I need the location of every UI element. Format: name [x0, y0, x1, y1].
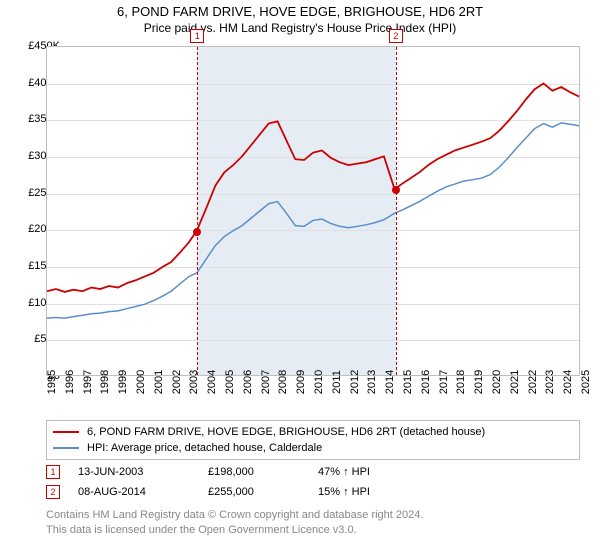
sale-marker-dot — [193, 228, 201, 236]
sale-record-row: 2 08-AUG-2014£255,00015% ↑ HPI — [46, 482, 580, 502]
x-tick-label: 1998 — [99, 370, 111, 394]
sale-marker-line — [396, 47, 397, 375]
x-tick-label: 2014 — [384, 370, 396, 394]
legend-label: 6, POND FARM DRIVE, HOVE EDGE, BRIGHOUSE… — [87, 426, 485, 438]
x-tick-label: 2010 — [313, 370, 325, 394]
sale-price: £255,000 — [208, 486, 318, 498]
x-tick-label: 2006 — [242, 370, 254, 394]
sale-vs-hpi: 15% ↑ HPI — [318, 486, 438, 498]
sale-marker-box: 1 — [190, 29, 204, 43]
x-tick-label: 2021 — [509, 370, 521, 394]
x-tick-label: 2004 — [206, 370, 218, 394]
sale-record-row: 1 13-JUN-2003£198,00047% ↑ HPI — [46, 462, 580, 482]
series-line — [47, 83, 579, 291]
sale-date: 08-AUG-2014 — [78, 486, 208, 498]
x-tick-label: 2020 — [491, 370, 503, 394]
chart-subtitle: Price paid vs. HM Land Registry's House … — [0, 21, 600, 35]
x-tick-label: 2007 — [260, 370, 272, 394]
sale-marker-dot — [392, 186, 400, 194]
footer-line-2: This data is licensed under the Open Gov… — [46, 523, 580, 538]
x-tick-label: 2000 — [135, 370, 147, 394]
chart-container: 6, POND FARM DRIVE, HOVE EDGE, BRIGHOUSE… — [0, 0, 600, 560]
x-tick-label: 2003 — [188, 370, 200, 394]
x-tick-label: 2016 — [420, 370, 432, 394]
x-tick-label: 1999 — [117, 370, 129, 394]
x-tick-label: 2001 — [153, 370, 165, 394]
x-tick-label: 2002 — [171, 370, 183, 394]
x-tick-label: 2025 — [580, 370, 592, 394]
x-tick-label: 1995 — [46, 370, 58, 394]
x-tick-label: 2011 — [331, 370, 343, 394]
chart-title: 6, POND FARM DRIVE, HOVE EDGE, BRIGHOUSE… — [0, 4, 600, 19]
x-tick-label: 2009 — [295, 370, 307, 394]
x-tick-label: 2018 — [455, 370, 467, 394]
x-tick-label: 2008 — [277, 370, 289, 394]
sale-index-box: 2 — [46, 485, 60, 499]
x-tick-label: 2022 — [527, 370, 539, 394]
sale-marker-line — [197, 47, 198, 375]
x-tick-label: 2012 — [349, 370, 361, 394]
x-tick-label: 2013 — [366, 370, 378, 394]
sale-index-box: 1 — [46, 465, 60, 479]
footer-line-1: Contains HM Land Registry data © Crown c… — [46, 508, 580, 523]
line-series-svg — [47, 47, 579, 375]
x-tick-label: 2015 — [402, 370, 414, 394]
x-tick-label: 2005 — [224, 370, 236, 394]
plot-area: 12 — [46, 46, 580, 376]
legend-row: HPI: Average price, detached house, Cald… — [53, 440, 573, 456]
x-tick-label: 2017 — [438, 370, 450, 394]
x-tick-label: 2024 — [562, 370, 574, 394]
x-tick-label: 1997 — [82, 370, 94, 394]
x-tick-label: 1996 — [64, 370, 76, 394]
legend-swatch — [53, 431, 79, 433]
sale-date: 13-JUN-2003 — [78, 466, 208, 478]
footer-attribution: Contains HM Land Registry data © Crown c… — [46, 508, 580, 538]
sale-price: £198,000 — [208, 466, 318, 478]
legend-box: 6, POND FARM DRIVE, HOVE EDGE, BRIGHOUSE… — [46, 420, 580, 460]
legend-label: HPI: Average price, detached house, Cald… — [87, 442, 322, 454]
sale-marker-box: 2 — [389, 29, 403, 43]
title-block: 6, POND FARM DRIVE, HOVE EDGE, BRIGHOUSE… — [0, 0, 600, 37]
x-tick-label: 2019 — [473, 370, 485, 394]
legend-swatch — [53, 447, 79, 449]
sale-vs-hpi: 47% ↑ HPI — [318, 466, 438, 478]
sales-table: 1 13-JUN-2003£198,00047% ↑ HPI 2 08-AUG-201… — [46, 462, 580, 502]
legend-row: 6, POND FARM DRIVE, HOVE EDGE, BRIGHOUSE… — [53, 424, 573, 440]
x-tick-label: 2023 — [544, 370, 556, 394]
